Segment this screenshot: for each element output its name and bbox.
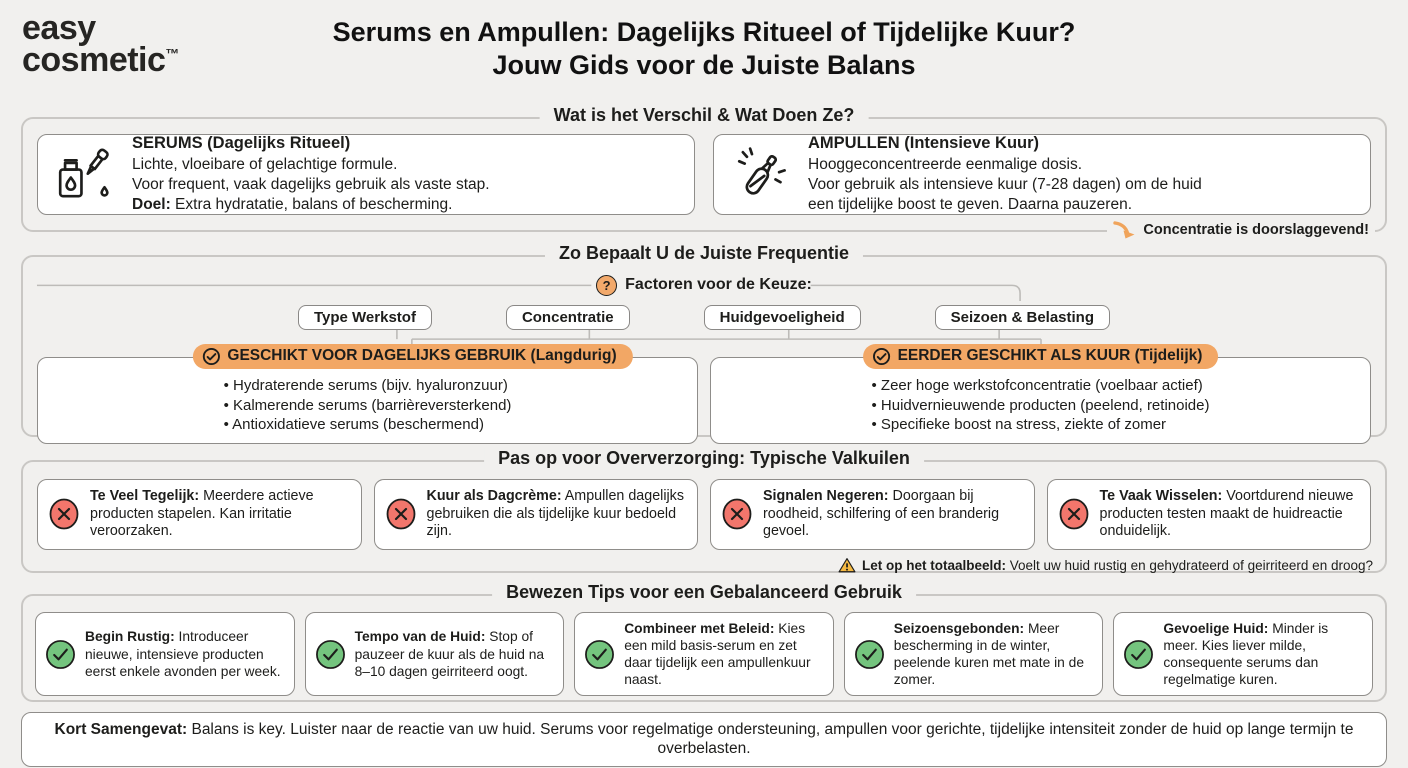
x-circle-icon (49, 499, 79, 530)
check-circle-green-icon (585, 639, 615, 669)
check-circle-icon (872, 347, 890, 365)
concentration-note: Concentratie is doorslaggevend! (1107, 219, 1375, 240)
section-frequency: Zo Bepaalt U de Juiste Frequentie ? Fact… (21, 242, 1387, 445)
trademark-symbol: ™ (165, 45, 179, 62)
daily-use-box: GESCHIKT VOOR DAGELIJKS GEBRUIK (Langdur… (37, 343, 698, 445)
question-icon: ? (596, 274, 618, 296)
factor-chip-concentratie: Concentratie (505, 304, 630, 330)
pitfall-card-3: Signalen Negeren: Doorgaan bij roodheid,… (710, 478, 1035, 551)
daily-use-badge: GESCHIKT VOOR DAGELIJKS GEBRUIK (Langdur… (192, 343, 633, 369)
brand-logo: easy cosmetic™ (22, 9, 179, 80)
factor-chips: Type Werkstof Concentratie Huidgevoeligh… (23, 304, 1385, 330)
list-item: Hydraterende serums (bijv. hyaluronzuur) (224, 376, 512, 396)
list-item: Antioxidatieve serums (beschermend) (224, 415, 512, 435)
pitfall-card-2: Kuur als Dagcrème: Ampullen dagelijks ge… (373, 478, 698, 551)
kuur-badge-text: EERDER GESCHIKT ALS KUUR (Tijdelijk) (897, 347, 1203, 365)
totaalbeeld-note: Let op het totaalbeeld: Voelt uw huid ru… (23, 554, 1385, 573)
pitfall-text-4: Te Vaak Wisselen: Voortdurend nieuwe pro… (1099, 487, 1354, 540)
pitfall-text-1: Te Veel Tegelijk: Meerdere actieve produ… (90, 487, 314, 540)
curved-arrow-icon (1113, 221, 1135, 239)
daily-use-badge-text: GESCHIKT VOOR DAGELIJKS GEBRUIK (Langdur… (227, 347, 617, 365)
ampullen-line1: Hooggeconcentreerde eenmalige dosis. (808, 156, 1083, 174)
brand-logo-line1: easy (22, 9, 96, 47)
serums-card-text: SERUMS (Dagelijks Ritueel) Lichte, vloei… (132, 134, 490, 214)
factors-label: ? Factoren voor de Keuze: (23, 274, 1385, 296)
x-circle-icon (386, 499, 415, 530)
tip-card-4: Seizoensgebonden: Meer bescherming in de… (843, 611, 1104, 697)
serums-line2: Voor frequent, vaak dagelijks gebruik al… (132, 176, 490, 194)
section-pitfalls: Pas op voor Oververzorging: Typische Val… (21, 447, 1387, 573)
concentration-note-text: Concentratie is doorslaggevend! (1143, 221, 1369, 238)
summary-bar: Kort Samengevat: Balans is key. Luister … (21, 711, 1387, 767)
list-item: Huidvernieuwende producten (peelend, ret… (872, 396, 1210, 416)
kuur-badge: EERDER GESCHIKT ALS KUUR (Tijdelijk) (862, 343, 1219, 369)
factor-chip-type-werkstof: Type Werkstof (297, 304, 432, 330)
section-tips: Bewezen Tips voor een Gebalanceerd Gebru… (21, 581, 1387, 702)
page-title-line1: Serums en Ampullen: Dagelijks Ritueel of… (332, 17, 1076, 47)
pitfall-card-4: Te Vaak Wisselen: Voortdurend nieuwe pro… (1046, 478, 1371, 551)
check-circle-icon (202, 347, 220, 365)
x-circle-icon (722, 499, 752, 530)
factor-chip-seizoen-belasting: Seizoen & Belasting (934, 304, 1111, 330)
serums-card-title: SERUMS (Dagelijks Ritueel) (132, 134, 351, 153)
pitfall-text-2: Kuur als Dagcrème: Ampullen dagelijks ge… (426, 487, 684, 540)
brand-logo-line2: cosmetic™ (22, 41, 179, 80)
tip-text-5: Gevoelige Huid: Minder is meer. Kies lie… (1163, 620, 1329, 688)
page-title: Serums en Ampullen: Dagelijks Ritueel of… (0, 0, 1408, 82)
ampullen-card-text: AMPULLEN (Intensieve Kuur) Hooggeconcent… (808, 134, 1202, 214)
tip-text-2: Tempo van de Huid: Stop of pauzeer de ku… (354, 629, 545, 679)
serums-card: SERUMS (Dagelijks Ritueel) Lichte, vloei… (37, 133, 695, 215)
tip-card-5: Gevoelige Huid: Minder is meer. Kies lie… (1113, 611, 1373, 697)
ampullen-card-title: AMPULLEN (Intensieve Kuur) (808, 134, 1040, 153)
pitfall-text-3: Signalen Negeren: Doorgaan bij roodheid,… (763, 487, 1000, 540)
kuur-box: EERDER GESCHIKT ALS KUUR (Tijdelijk) Zee… (710, 343, 1371, 445)
check-circle-green-icon (315, 639, 345, 669)
totaalbeeld-note-text: Let op het totaalbeeld: Voelt uw huid ru… (861, 557, 1373, 573)
warning-triangle-icon (838, 558, 856, 573)
section-frequency-title: Zo Bepaalt U de Juiste Frequentie (544, 242, 864, 264)
section-difference: Wat is het Verschil & Wat Doen Ze? (21, 104, 1387, 240)
tip-card-3: Combineer met Beleid: Kies een mild basi… (574, 611, 834, 697)
ampullen-line3: een tijdelijke boost te geven. Daarna pa… (808, 195, 1132, 213)
daily-use-list: Hydraterende serums (bijv. hyaluronzuur)… (224, 376, 512, 435)
check-circle-green-icon (46, 639, 75, 669)
page-title-line2: Jouw Gids voor de Juiste Balans (492, 49, 916, 80)
summary-text: Balans is key. Luister naar de reactie v… (187, 720, 1354, 758)
tip-card-1: Begin Rustig: Introduceer nieuwe, intens… (35, 611, 295, 697)
list-item: Kalmerende serums (barrièreversterkend) (224, 396, 511, 416)
check-circle-green-icon (854, 639, 884, 669)
check-circle-green-icon (1124, 639, 1154, 669)
ampullen-card: AMPULLEN (Intensieve Kuur) Hooggeconcent… (713, 133, 1371, 215)
tip-text-1: Begin Rustig: Introduceer nieuwe, intens… (85, 629, 281, 679)
tip-text-4: Seizoensgebonden: Meer bescherming in de… (893, 620, 1084, 688)
section-tips-title: Bewezen Tips voor een Gebalanceerd Gebru… (492, 581, 916, 603)
tip-card-2: Tempo van de Huid: Stop of pauzeer de ku… (304, 611, 565, 697)
factors-label-text: Factoren voor de Keuze: (625, 276, 812, 294)
serums-line1: Lichte, vloeibare of gelachtige formule. (132, 156, 398, 174)
list-item: Specifieke boost na stress, ziekte of zo… (872, 415, 1210, 435)
serums-goal: Doel: Extra hydratatie, balans of besche… (132, 195, 453, 213)
kuur-list: Zeer hoge werkstofconcentratie (voelbaar… (872, 376, 1210, 435)
ampoule-icon (730, 145, 792, 203)
section-difference-title: Wat is het Verschil & Wat Doen Ze? (539, 104, 869, 126)
list-item: Zeer hoge werkstofconcentratie (voelbaar… (872, 376, 1210, 396)
dropper-bottle-icon (54, 145, 116, 203)
x-circle-icon (1059, 499, 1088, 530)
factor-chip-huidgevoeligheid: Huidgevoeligheid (703, 304, 861, 330)
pitfall-card-1: Te Veel Tegelijk: Meerdere actieve produ… (37, 478, 362, 551)
tip-text-3: Combineer met Beleid: Kies een mild basi… (624, 620, 811, 688)
ampullen-line2: Voor gebruik als intensieve kuur (7-28 d… (808, 176, 1202, 194)
section-pitfalls-title: Pas op voor Oververzorging: Typische Val… (484, 447, 924, 469)
summary-label: Kort Samengevat: (54, 720, 188, 738)
